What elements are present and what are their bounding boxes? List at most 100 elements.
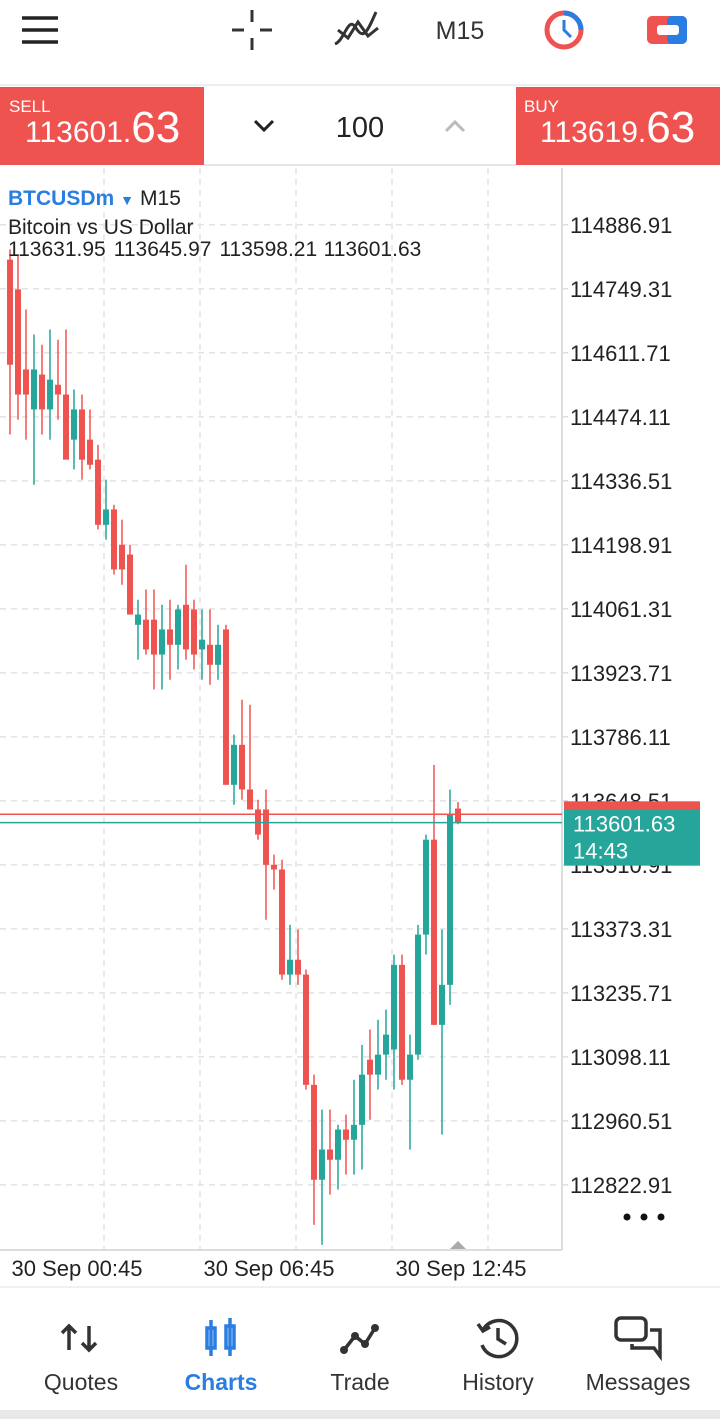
candle-body [327, 1149, 333, 1160]
chart-timeframe: M15 [140, 187, 181, 210]
symbol[interactable]: BTCUSDm [8, 187, 114, 210]
bottom-nav: Quotes Charts Trade History Messages [44, 1316, 691, 1395]
candle-body [175, 609, 181, 645]
buy-price-main: 113619. [540, 116, 646, 149]
candle-body [359, 1074, 365, 1125]
candle-body [375, 1054, 381, 1075]
sell-button[interactable] [0, 87, 204, 165]
x-tick-label: 30 Sep 12:45 [396, 1256, 527, 1281]
candle-body [143, 619, 149, 650]
candle-body [63, 394, 69, 460]
nav-label: Messages [586, 1369, 691, 1395]
candle-body [343, 1129, 349, 1140]
candle-body [151, 619, 157, 655]
candle-body [7, 259, 13, 365]
y-tick-label: 114474.11 [570, 405, 671, 430]
candle-body [199, 639, 205, 650]
candle-body [103, 509, 109, 525]
candle-body [87, 439, 93, 465]
nav-icon-part [371, 1324, 379, 1332]
bid-price-box [564, 809, 700, 866]
nav-icon [614, 1316, 662, 1362]
nav-icon-part [480, 1318, 519, 1359]
sell-price-frac: 63 [131, 103, 180, 152]
nav-item[interactable]: History [462, 1318, 534, 1395]
nav-icon-part [342, 1327, 377, 1352]
candle-body [263, 809, 269, 865]
candle-body [415, 934, 421, 1055]
sell-price: 113601.63 [25, 103, 180, 152]
indicators-button[interactable] [334, 11, 379, 46]
nav-item[interactable]: Trade [330, 1324, 390, 1395]
nav-icon-part [496, 1328, 507, 1346]
nav-icon-part [361, 1340, 369, 1348]
crosshair-button[interactable] [232, 10, 272, 50]
nav-item[interactable]: Charts [185, 1318, 258, 1395]
nav-icon-part [60, 1323, 98, 1353]
clock-button[interactable] [544, 10, 584, 50]
candle-body [407, 1054, 413, 1080]
nav-icon-part [205, 1318, 236, 1356]
candle-body [15, 289, 21, 395]
y-tick-label: 112822.91 [570, 1173, 672, 1198]
volume[interactable]: 100 [336, 112, 384, 144]
symbol-dropdown[interactable]: ▼ [120, 192, 134, 208]
candle-body [439, 984, 445, 1025]
toolbar-divider [0, 84, 720, 86]
candle-body [319, 1149, 325, 1180]
candle-body [431, 839, 437, 1025]
nav-icon [205, 1318, 236, 1356]
nav-item[interactable]: Quotes [44, 1323, 118, 1395]
candle-body [287, 959, 293, 975]
timeframe-button[interactable]: M15 [436, 17, 485, 45]
candle-body [95, 459, 101, 525]
buy-button[interactable] [516, 87, 720, 165]
candle-body [383, 1034, 389, 1055]
more-button[interactable] [623, 1213, 665, 1221]
nav-icon-part [476, 1322, 491, 1334]
candle-body [111, 509, 117, 570]
candle-body [239, 744, 245, 790]
volume-up[interactable] [444, 119, 466, 133]
candle-body [391, 964, 397, 1050]
candle-body [135, 614, 141, 625]
y-tick-label: 114198.91 [570, 533, 672, 558]
candle-body [159, 629, 165, 655]
nav-divider [0, 1286, 720, 1288]
candle-body [367, 1059, 373, 1075]
candle-body [279, 869, 285, 975]
candle-body [191, 609, 197, 655]
candle-body [455, 808, 461, 823]
y-tick-label: 113786.11 [570, 725, 671, 750]
trade-toggle-button[interactable] [647, 16, 687, 44]
buy-price-frac: 63 [646, 103, 695, 152]
candle-body [39, 374, 45, 410]
buy-price: 113619.63 [540, 103, 695, 152]
candle-body [79, 409, 85, 460]
candle-body [127, 554, 133, 615]
candle-body [23, 369, 29, 395]
y-tick-label: 112960.51 [570, 1109, 672, 1134]
volume-down[interactable] [253, 119, 275, 133]
nav-icon-part [351, 1332, 359, 1340]
nav-icon-part [614, 1316, 662, 1362]
y-tick-label: 114749.31 [570, 277, 672, 302]
candle-body [47, 379, 53, 410]
candle-body [183, 604, 189, 650]
system-bar [0, 1410, 720, 1419]
trade-panel: SELL 113601.63 100 BUY 113619.63 [0, 87, 720, 166]
y-tick-label: 114061.31 [570, 597, 672, 622]
panel-divider [204, 164, 516, 166]
y-tick-label: 114611.71 [570, 341, 671, 366]
nav-item[interactable]: Messages [586, 1316, 691, 1395]
candle-body [271, 864, 277, 870]
nav-label: History [462, 1369, 534, 1395]
candle-body [335, 1129, 341, 1160]
candle-body [119, 544, 125, 570]
y-tick-label: 113235.71 [570, 981, 672, 1006]
menu-button[interactable] [22, 16, 58, 44]
ohlc-open: 113631.95 [8, 238, 106, 261]
current-bar-marker [450, 1241, 466, 1249]
